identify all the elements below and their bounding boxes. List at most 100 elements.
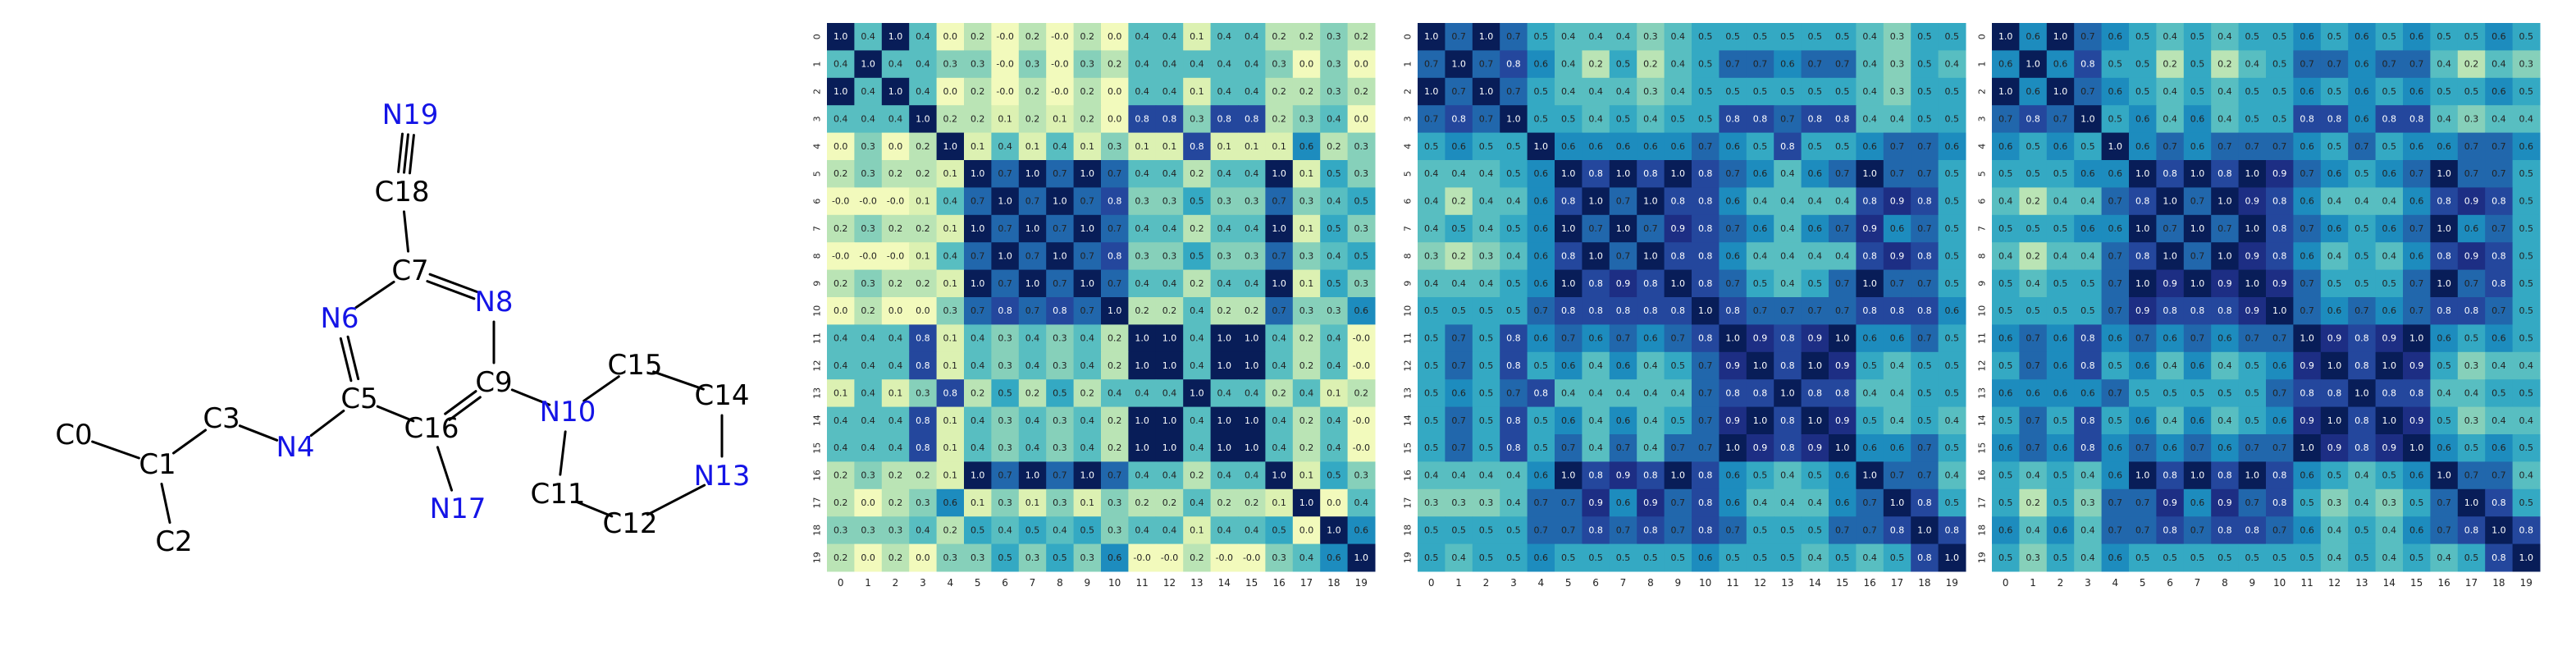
heatmap-3-cell-5-19	[2512, 160, 2541, 188]
heatmap-1-value-18-3: 0.4	[916, 525, 930, 535]
heatmap-2-cell-17-14	[1801, 488, 1829, 517]
heatmap-2-value-1-2: 0.7	[1479, 59, 1494, 70]
heatmap-3-value-12-4: 0.5	[2108, 360, 2123, 371]
heatmap-2-y-tick-19: 19	[1403, 552, 1414, 563]
heatmap-3-value-14-15: 0.9	[2409, 415, 2424, 426]
heatmap-1-value-18-15: 0.4	[1245, 525, 1259, 535]
heatmap-2-cell-0-19	[1938, 23, 1966, 51]
heatmap-3-value-3-5: 0.6	[2135, 113, 2150, 124]
heatmap-3-value-13-16: 0.4	[2437, 387, 2451, 398]
heatmap-3-cell-2-11	[2293, 77, 2322, 106]
heatmap-2-value-19-15: 0.5	[1835, 552, 1850, 563]
heatmap-1-cell-2-0	[827, 77, 855, 106]
heatmap-2-cell-18-8	[1637, 516, 1665, 545]
heatmap-1-x-tick-16: 16	[1272, 577, 1285, 589]
heatmap-1-value-1-15: 0.4	[1245, 59, 1259, 70]
heatmap-2-cell-11-2	[1472, 324, 1500, 353]
heatmap-1-value-4-3: 0.2	[916, 141, 930, 152]
heatmap-2-cell-17-12	[1746, 488, 1774, 517]
heatmap-3-cell-5-12	[2320, 160, 2349, 188]
heatmap-2-value-13-4: 0.8	[1534, 387, 1549, 398]
heatmap-1-value-0-18: 0.3	[1327, 31, 1341, 42]
heatmap-1-value-13-0: 0.1	[834, 387, 848, 398]
heatmap-2-cell-2-11	[1719, 77, 1747, 106]
heatmap-3-cell-3-2	[2046, 105, 2075, 134]
heatmap-3-cell-5-4	[2101, 160, 2130, 188]
heatmap-1-cell-1-4	[936, 50, 965, 79]
heatmap-2-value-3-9: 0.5	[1671, 113, 1686, 124]
heatmap-2-cell-3-8	[1637, 105, 1665, 134]
heatmap-3-value-1-0: 0.6	[1998, 59, 2013, 70]
heatmap-2-value-17-9: 0.7	[1671, 497, 1686, 508]
heatmap-3-cell-1-3	[2074, 50, 2103, 79]
heatmap-3-value-14-19: 0.4	[2519, 415, 2534, 426]
heatmap-2-value-11-0: 0.5	[1424, 333, 1439, 344]
heatmap-3-cell-3-3	[2074, 105, 2103, 134]
heatmap-3-cell-5-0	[1992, 160, 2020, 188]
heatmap-1-x-tick-2: 2	[893, 577, 899, 589]
heatmap-3-cell-11-8	[2211, 324, 2240, 353]
heatmap-3-cell-8-19	[2512, 242, 2541, 271]
heatmap-1-cell-1-1	[854, 50, 883, 79]
heatmap-3-cell-3-8	[2211, 105, 2240, 134]
heatmap-3-value-13-15: 0.8	[2409, 387, 2424, 398]
heatmap-2-cell-2-7	[1609, 77, 1637, 106]
heatmap-1-value-8-13: 0.5	[1190, 250, 1204, 261]
bond-c7-n8-2	[426, 280, 476, 300]
heatmap-2-cell-3-1	[1445, 105, 1473, 134]
heatmap-3-cell-7-6	[2156, 214, 2185, 243]
heatmap-1-value-14-2: 0.4	[888, 415, 903, 426]
heatmap-3-value-4-14: 0.5	[2382, 141, 2397, 152]
heatmap-3-value-0-11: 0.6	[2300, 31, 2314, 42]
heatmap-1-value-4-13: 0.8	[1190, 141, 1204, 152]
heatmap-1: 1.0 0.4 1.0 0.4 0.0 0.2 -0.0 0.2 -0.0 0.2 0.0 0.4 0.…	[812, 23, 1376, 589]
heatmap-1-cell-0-13	[1183, 23, 1212, 51]
heatmap-2-value-2-6: 0.4	[1588, 86, 1603, 97]
heatmap-3-cell-12-4	[2101, 351, 2130, 380]
heatmap-2-value-9-8: 0.8	[1643, 278, 1658, 289]
heatmap-1-value-8-5: 0.7	[971, 250, 985, 261]
heatmap-2-value-11-13: 0.8	[1780, 333, 1795, 344]
heatmap-1-value-6-19: 0.5	[1354, 196, 1369, 207]
heatmap-1-cell-5-13	[1183, 160, 1212, 188]
heatmap-2-value-8-1: 0.2	[1451, 250, 1466, 261]
heatmap-1-value-6-3: 0.1	[916, 196, 930, 207]
heatmap-2-cell-7-9	[1664, 214, 1692, 243]
heatmap-2-cell-0-14	[1801, 23, 1829, 51]
heatmap-3-value-11-13: 0.8	[2354, 333, 2369, 344]
heatmap-3-x-tick-11: 11	[2300, 577, 2313, 589]
heatmap-1-cell-7-11	[1128, 214, 1157, 243]
heatmap-3-cell-2-17	[2457, 77, 2486, 106]
heatmap-2-value-18-2: 0.5	[1479, 525, 1494, 535]
heatmap-1-value-5-1: 0.3	[861, 168, 875, 179]
heatmap-1-value-10-18: 0.3	[1327, 305, 1341, 316]
heatmap-3-value-9-18: 0.8	[2492, 278, 2506, 289]
heatmap-1-x-tick-4: 4	[947, 577, 953, 589]
heatmap-2-cell-14-0	[1418, 406, 1446, 435]
heatmap-1-cell-5-4	[936, 160, 965, 188]
heatmap-1-value-6-17: 0.3	[1299, 196, 1314, 207]
heatmap-3-cell-8-15	[2403, 242, 2431, 271]
heatmap-3-cell-6-11	[2293, 187, 2322, 216]
heatmap-1-value-19-5: 0.3	[971, 552, 985, 563]
heatmap-1-value-16-1: 0.3	[861, 470, 875, 481]
heatmap-2-cell-7-7	[1609, 214, 1637, 243]
heatmap-2-value-16-9: 1.0	[1671, 470, 1686, 481]
heatmap-2-value-8-12: 0.4	[1753, 250, 1768, 261]
heatmap-2-value-5-15: 0.7	[1835, 168, 1850, 179]
heatmap-2-cell-1-1	[1445, 50, 1473, 79]
heatmap-3-value-5-19: 0.5	[2519, 168, 2534, 179]
heatmap-2-value-0-5: 0.4	[1561, 31, 1576, 42]
heatmap-3-cell-10-17	[2457, 297, 2486, 325]
heatmap-2-value-9-13: 0.4	[1780, 278, 1795, 289]
heatmap-3-cell-4-4	[2101, 132, 2130, 161]
heatmap-1-value-0-2: 1.0	[888, 31, 903, 42]
heatmap-1-cell-5-7	[1018, 160, 1047, 188]
heatmap-2-value-15-6: 0.4	[1588, 442, 1603, 453]
heatmap-1-value-10-11: 0.2	[1135, 305, 1149, 316]
heatmap-3-value-1-19: 0.3	[2519, 59, 2534, 70]
heatmap-1-value-7-8: 0.7	[1053, 223, 1067, 234]
heatmap-1-cell-19-4	[936, 543, 965, 572]
heatmap-1-cell-7-12	[1155, 214, 1184, 243]
heatmap-1-cell-11-5	[964, 324, 992, 353]
